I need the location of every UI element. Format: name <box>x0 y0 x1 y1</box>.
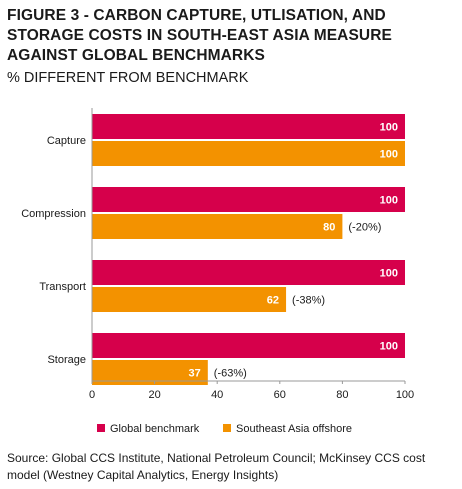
legend-swatch <box>97 424 105 432</box>
chart-title: FIGURE 3 - CARBON CAPTURE, UTLISATION, A… <box>7 7 392 64</box>
annotation-label: (-38%) <box>292 295 325 307</box>
x-tick-label: 40 <box>211 389 223 401</box>
legend-label: Southeast Asia offshore <box>236 423 352 435</box>
annotation-label: (-63%) <box>214 368 247 380</box>
data-label: 80 <box>323 222 335 234</box>
bar-sea-capture <box>92 141 405 166</box>
category-label: Storage <box>47 354 86 366</box>
bar-sea-compression <box>92 214 343 239</box>
data-label: 62 <box>267 295 279 307</box>
bar-global-compression <box>92 187 405 212</box>
data-label: 100 <box>380 122 398 134</box>
x-tick-label: 100 <box>396 389 414 401</box>
data-label: 100 <box>380 149 398 161</box>
data-label: 37 <box>189 368 201 380</box>
x-tick-label: 60 <box>274 389 286 401</box>
category-label: Compression <box>21 208 86 220</box>
annotation-label: (-20%) <box>348 222 381 234</box>
legend-label: Global benchmark <box>110 423 200 435</box>
bar-global-storage <box>92 333 405 358</box>
source-note: Source: Global CCS Institute, National P… <box>7 451 426 482</box>
bar-global-capture <box>92 114 405 139</box>
data-label: 100 <box>380 341 398 353</box>
bar-sea-transport <box>92 287 287 312</box>
bar-global-transport <box>92 260 405 285</box>
category-label: Capture <box>47 135 86 147</box>
data-label: 100 <box>380 268 398 280</box>
bar-chart: 100 100 Capture 100 80 (-20%) Compression 100 62… <box>21 108 414 435</box>
x-tick-label: 80 <box>336 389 348 401</box>
x-tick-label: 0 <box>89 389 95 401</box>
x-tick-label: 20 <box>148 389 160 401</box>
data-label: 100 <box>380 195 398 207</box>
chart-subtitle: % DIFFERENT FROM BENCHMARK <box>7 70 249 86</box>
category-label: Transport <box>39 281 86 293</box>
legend-swatch <box>223 424 231 432</box>
